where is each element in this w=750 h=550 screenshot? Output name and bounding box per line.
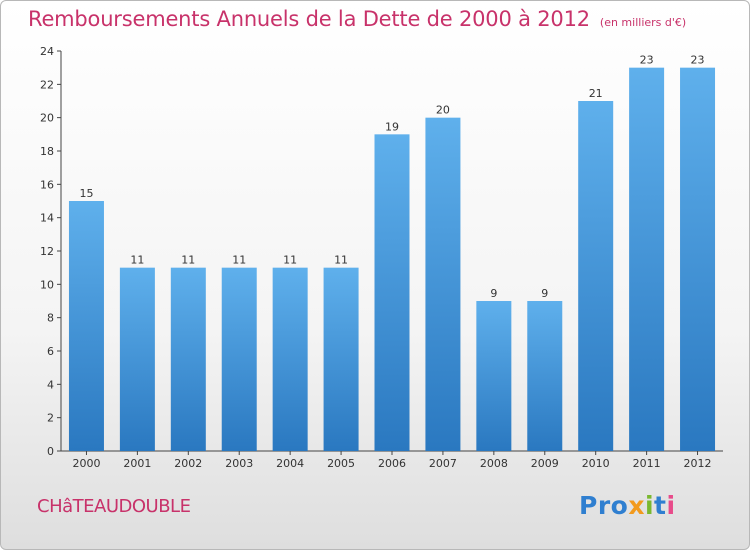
- x-tick-label: 2012: [684, 457, 712, 470]
- bar: [680, 67, 716, 452]
- bar: [578, 101, 614, 451]
- chart-subtitle: (en milliers d'€): [599, 16, 687, 29]
- y-tick-label: 0: [47, 445, 54, 458]
- y-tick-label: 6: [47, 345, 54, 358]
- logo-part: Pro: [579, 491, 629, 520]
- chart-labels: 15 11 11 11 11 11 19 20 9 9 21 23 23: [79, 54, 704, 300]
- data-label: 9: [541, 287, 548, 300]
- x-tick-label: 2006: [378, 457, 406, 470]
- chart-bars: [68, 67, 716, 452]
- logo-part: t: [654, 491, 667, 520]
- data-label: 11: [334, 254, 348, 267]
- data-label: 11: [181, 254, 195, 267]
- data-label: 23: [640, 54, 654, 67]
- y-tick-label: 4: [47, 378, 54, 391]
- x-tick-label: 2004: [276, 457, 304, 470]
- x-tick-label: 2010: [582, 457, 610, 470]
- proxiti-logo: Proxiti: [579, 491, 676, 520]
- y-tick-label: 12: [40, 245, 54, 258]
- bar: [629, 67, 665, 452]
- bar: [272, 267, 308, 451]
- bar: [374, 134, 410, 452]
- x-tick-label: 2007: [429, 457, 457, 470]
- bar: [68, 201, 104, 451]
- y-tick-label: 8: [47, 312, 54, 325]
- commune-name: CHâTEAUDOUBLE: [37, 496, 191, 517]
- bar: [527, 301, 563, 451]
- logo-part: i: [644, 491, 655, 520]
- x-tick-label: 2003: [225, 457, 253, 470]
- data-label: 23: [691, 54, 705, 67]
- bar: [323, 267, 359, 451]
- x-tick-label: 2002: [174, 457, 202, 470]
- y-tick-label: 22: [40, 78, 54, 91]
- y-tick-label: 24: [40, 45, 54, 58]
- y-tick-label: 10: [40, 278, 54, 291]
- chart-title-main: Remboursements Annuels de la Dette de 20…: [28, 7, 590, 31]
- y-tick-label: 2: [47, 412, 54, 425]
- data-label: 21: [589, 87, 603, 100]
- bar: [425, 117, 461, 452]
- bar: [221, 267, 257, 451]
- data-label: 20: [436, 104, 450, 117]
- x-tick-label: 2000: [72, 457, 100, 470]
- data-label: 11: [283, 254, 297, 267]
- x-tick-label: 2008: [480, 457, 508, 470]
- y-tick-label: 16: [40, 178, 54, 191]
- bar: [476, 301, 512, 451]
- y-tick-label: 18: [40, 145, 54, 158]
- x-tick-label: 2009: [531, 457, 559, 470]
- bar: [170, 267, 206, 451]
- x-tick-label: 2011: [633, 457, 661, 470]
- bar: [119, 267, 155, 451]
- data-label: 19: [385, 120, 399, 133]
- x-tick-label: 2005: [327, 457, 355, 470]
- chart-title: Remboursements Annuels de la Dette de 20…: [28, 7, 686, 31]
- y-tick-label: 20: [40, 112, 54, 125]
- data-label: 9: [490, 287, 497, 300]
- logo-part: i: [666, 491, 676, 520]
- y-tick-label: 14: [40, 212, 54, 225]
- data-label: 15: [79, 187, 93, 200]
- logo-part: x: [628, 491, 645, 520]
- x-tick-label: 2001: [123, 457, 151, 470]
- data-label: 11: [130, 254, 144, 267]
- data-label: 11: [232, 254, 246, 267]
